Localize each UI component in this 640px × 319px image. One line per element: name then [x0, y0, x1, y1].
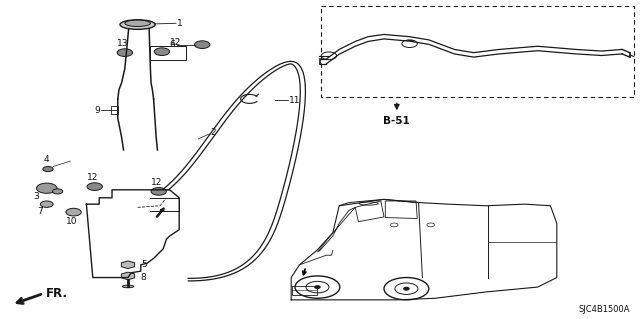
Circle shape — [43, 167, 53, 172]
Circle shape — [52, 189, 63, 194]
Circle shape — [154, 48, 170, 56]
Text: 2: 2 — [210, 128, 216, 137]
Circle shape — [315, 286, 320, 288]
Circle shape — [195, 41, 210, 48]
Circle shape — [87, 183, 102, 190]
Bar — [292, 286, 317, 295]
Circle shape — [117, 49, 132, 56]
Text: 3: 3 — [33, 192, 38, 201]
Text: 12: 12 — [151, 178, 163, 187]
Text: 8: 8 — [141, 273, 147, 282]
Text: 5: 5 — [141, 260, 147, 269]
Bar — [321, 6, 634, 97]
Ellipse shape — [120, 20, 156, 29]
Text: 10: 10 — [66, 217, 77, 226]
Text: 9: 9 — [94, 106, 100, 115]
FancyArrow shape — [156, 208, 164, 217]
Text: SJC4B1500A: SJC4B1500A — [579, 305, 630, 314]
Text: 4: 4 — [44, 155, 49, 164]
Text: B-51: B-51 — [383, 115, 410, 126]
Circle shape — [151, 188, 166, 195]
Text: FR.: FR. — [46, 287, 68, 300]
Text: 12: 12 — [170, 38, 182, 47]
Text: 1: 1 — [177, 19, 183, 28]
Text: 7: 7 — [38, 207, 43, 216]
Bar — [111, 106, 118, 114]
Text: 11: 11 — [289, 96, 301, 105]
Circle shape — [40, 201, 53, 207]
Text: 13: 13 — [117, 39, 129, 48]
Circle shape — [404, 287, 409, 290]
Ellipse shape — [125, 20, 150, 26]
Ellipse shape — [122, 285, 134, 288]
Text: 12: 12 — [87, 173, 99, 182]
Text: 6: 6 — [170, 40, 175, 49]
Circle shape — [36, 183, 57, 193]
Circle shape — [66, 208, 81, 216]
Bar — [150, 46, 186, 60]
